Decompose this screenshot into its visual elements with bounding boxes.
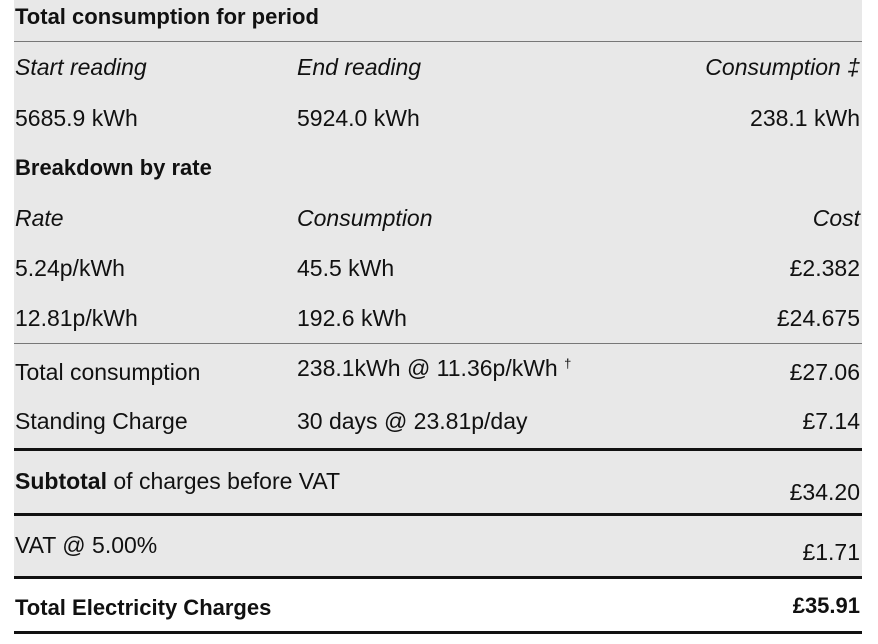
divider <box>14 576 862 579</box>
breakdown-header-row: Rate Consumption Cost <box>14 192 862 242</box>
breakdown-title: Breakdown by rate <box>15 155 212 180</box>
rate-consumption-value: 192.6 kWh <box>297 305 407 331</box>
rate-value: 12.81p/kWh <box>15 305 138 331</box>
readings-values-row: 5685.9 kWh 5924.0 kWh 238.1 kWh <box>14 92 862 142</box>
end-reading-value: 5924.0 kWh <box>297 105 420 131</box>
total-consumption-label: Total consumption <box>15 359 201 385</box>
divider <box>14 448 862 451</box>
divider <box>14 343 862 344</box>
divider <box>14 41 862 42</box>
breakdown-header: Breakdown by rate <box>14 142 862 192</box>
standing-charge-row: Standing Charge 30 days @ 23.81p/day £7.… <box>14 396 862 446</box>
end-reading-header: End reading <box>297 54 422 80</box>
standing-charge-label: Standing Charge <box>15 408 188 434</box>
consumption-panel: Total consumption for period Start readi… <box>14 0 862 448</box>
standing-charge-cost: £7.14 <box>802 408 860 434</box>
vat-row: VAT @ 5.00% £1.71 <box>14 516 862 576</box>
total-consumption-cost: £27.06 <box>789 359 860 385</box>
table-row: 5.24p/kWh 45.5 kWh £2.382 <box>14 242 862 293</box>
standing-charge-detail: 30 days @ 23.81p/day <box>297 408 528 434</box>
rate-value: 5.24p/kWh <box>15 255 125 281</box>
rate-consumption-value: 45.5 kWh <box>297 255 395 281</box>
grand-total-row: Total Electricity Charges £35.91 <box>14 579 862 631</box>
subtotal-label-rest: of charges before VAT <box>107 468 341 494</box>
subtotal-label-bold: Subtotal <box>15 468 107 494</box>
rate-cost-value: £2.382 <box>789 255 860 281</box>
table-row: 12.81p/kWh 192.6 kWh £24.675 <box>14 293 862 343</box>
total-consumption-header: Total consumption for period <box>14 0 862 41</box>
total-consumption-title: Total consumption for period <box>15 4 319 29</box>
cost-header: Cost <box>812 205 860 231</box>
rate-header: Rate <box>15 205 64 231</box>
subtotal-row: Subtotal of charges before VAT £34.20 <box>14 451 862 513</box>
divider <box>14 631 862 634</box>
subtotal-amount: £34.20 <box>789 479 860 505</box>
start-reading-header: Start reading <box>15 54 147 80</box>
consumption-header: Consumption ‡ <box>705 54 860 80</box>
dagger-mark: † <box>564 356 572 371</box>
vat-label: VAT @ 5.00% <box>15 532 158 558</box>
grand-total-label: Total Electricity Charges <box>15 595 272 620</box>
grand-total-amount: £35.91 <box>792 593 860 618</box>
bill-breakdown: Total consumption for period Start readi… <box>14 0 862 634</box>
rate-consumption-header: Consumption <box>297 205 433 231</box>
start-reading-value: 5685.9 kWh <box>15 105 138 131</box>
rate-cost-value: £24.675 <box>776 305 860 331</box>
divider <box>14 513 862 516</box>
readings-header-row: Start reading End reading Consumption ‡ <box>14 42 862 92</box>
total-consumption-row: Total consumption 238.1kWh @ 11.36p/kWh … <box>14 344 862 396</box>
subtotal-label: Subtotal of charges before VAT <box>15 468 340 495</box>
total-consumption-detail: 238.1kWh @ 11.36p/kWh † <box>297 355 572 381</box>
vat-amount: £1.71 <box>802 539 860 565</box>
consumption-value: 238.1 kWh <box>750 105 860 131</box>
